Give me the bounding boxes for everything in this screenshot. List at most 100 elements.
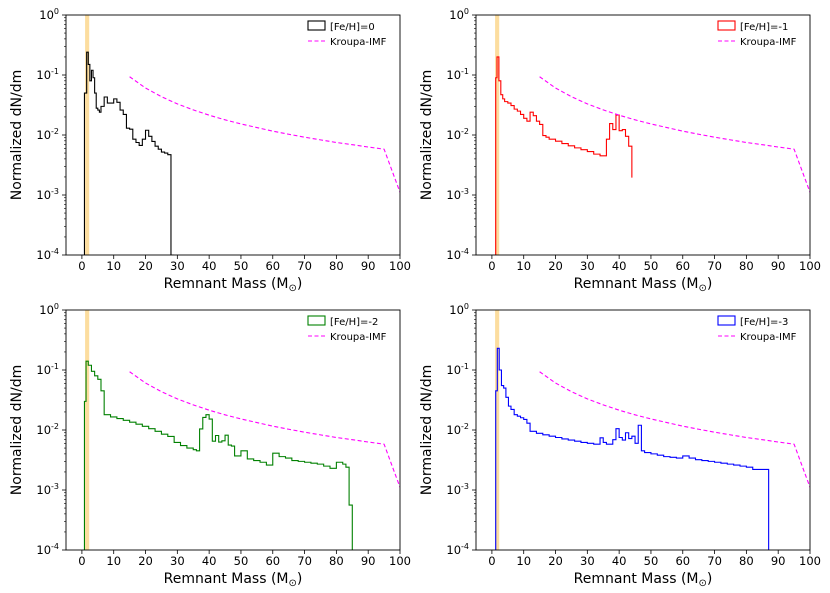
y-tick-label: 10-1: [36, 67, 59, 82]
y-tick-label: 100: [449, 302, 469, 317]
x-tick-label: 40: [612, 554, 627, 568]
x-axis-label: Remnant Mass (M⊙): [574, 276, 713, 294]
x-tick-label: 30: [170, 554, 185, 568]
histogram-series: [495, 347, 770, 550]
x-tick-label: 0: [78, 259, 85, 273]
y-tick-label: 10-4: [446, 542, 469, 557]
x-tick-label: 60: [265, 259, 280, 273]
plot-area: [83, 15, 400, 255]
x-tick-label: 60: [265, 554, 280, 568]
highlight-band: [85, 310, 90, 550]
y-tick-label: 10-4: [36, 247, 59, 262]
plot-area: [495, 15, 810, 255]
legend-label: [Fe/H]=-3: [740, 317, 788, 328]
x-tick-label: 50: [234, 259, 249, 273]
x-tick-label: 10: [106, 554, 121, 568]
highlight-band: [495, 15, 500, 255]
y-tick-label: 10-1: [36, 362, 59, 377]
y-tick-label: 10-4: [36, 542, 59, 557]
imf-series: [129, 76, 400, 193]
x-tick-label: 80: [329, 259, 344, 273]
x-tick-label: 0: [78, 554, 85, 568]
x-tick-label: 50: [644, 554, 659, 568]
x-tick-label: 70: [707, 554, 722, 568]
y-axis-label: Normalized dN/dm: [419, 70, 435, 200]
y-axis-label: Normalized dN/dm: [9, 365, 25, 495]
y-tick-label: 100: [449, 7, 469, 22]
highlight-band: [85, 15, 90, 255]
x-tick-label: 40: [202, 259, 217, 273]
legend: [Fe/H]=-3 Kroupa-IMF: [717, 315, 797, 343]
legend-label: [Fe/H]=0: [330, 22, 375, 33]
y-axis-label: Normalized dN/dm: [9, 70, 25, 200]
x-tick-label: 70: [707, 259, 722, 273]
x-axis-label: Remnant Mass (M⊙): [164, 276, 303, 294]
y-tick-label: 100: [39, 7, 59, 22]
x-tick-label: 0: [488, 554, 495, 568]
x-tick-label: 90: [361, 259, 376, 273]
y-tick-label: 10-1: [446, 362, 469, 377]
x-tick-label: 20: [548, 259, 563, 273]
plot-area: [495, 310, 810, 550]
x-tick-label: 50: [234, 554, 249, 568]
y-axis-label: Normalized dN/dm: [419, 365, 435, 495]
x-tick-label: 0: [488, 259, 495, 273]
axes-frame: [475, 309, 811, 551]
x-tick-label: 20: [138, 259, 153, 273]
legend: [Fe/H]=-2 Kroupa-IMF: [307, 315, 387, 343]
y-tick-label: 10-1: [446, 67, 469, 82]
y-tick-label: 10-3: [36, 187, 59, 202]
x-tick-label: 100: [389, 259, 411, 273]
plot-area: [83, 310, 400, 550]
x-tick-label: 20: [138, 554, 153, 568]
y-tick-label: 10-2: [36, 422, 59, 437]
legend-swatch: [717, 20, 736, 31]
panel-2: 0 10 20 30 40 50 60 70 80 90 100 10-4 10-3 10-2 10-1 10…: [419, 7, 821, 294]
y-tick-label: 10-2: [36, 127, 59, 142]
panel-4: 0 10 20 30 40 50 60 70 80 90 100 10-4 10-3 10-2 10-1 10…: [419, 302, 821, 589]
axes-frame: [65, 309, 401, 551]
x-tick-label: 100: [799, 259, 821, 273]
x-tick-label: 70: [297, 259, 312, 273]
x-tick-label: 100: [389, 554, 411, 568]
axes-frame: [475, 14, 811, 256]
axes-frame: [65, 14, 401, 256]
x-tick-label: 60: [675, 554, 690, 568]
legend: [Fe/H]=-1 Kroupa-IMF: [717, 20, 797, 48]
histogram-series: [83, 51, 174, 255]
panel-3: 0 10 20 30 40 50 60 70 80 90 100 10-4 10-3 10-2 10-1 10…: [9, 302, 411, 589]
x-tick-label: 60: [675, 259, 690, 273]
legend-swatch: [307, 20, 326, 31]
y-tick-label: 10-2: [446, 127, 469, 142]
x-tick-label: 90: [771, 554, 786, 568]
imf-series: [129, 371, 400, 488]
highlight-band: [495, 310, 500, 550]
x-tick-label: 30: [170, 259, 185, 273]
y-tick-label: 100: [39, 302, 59, 317]
histogram-series: [495, 56, 633, 255]
x-tick-label: 40: [202, 554, 217, 568]
x-tick-label: 10: [516, 259, 531, 273]
x-tick-label: 80: [739, 554, 754, 568]
y-tick-label: 10-3: [36, 482, 59, 497]
legend-swatch: [717, 315, 736, 326]
imf-series: [539, 76, 810, 193]
x-tick-label: 80: [739, 259, 754, 273]
x-tick-label: 90: [361, 554, 376, 568]
histogram-series: [83, 360, 353, 550]
y-tick-label: 10-3: [446, 187, 469, 202]
panel-1: 0 10 20 30 40 50 60 70 80 90 100 10-4 10-3 10-2 10-1 10…: [9, 7, 411, 294]
x-axis-label: Remnant Mass (M⊙): [164, 571, 303, 589]
legend-label: Kroupa-IMF: [740, 332, 797, 343]
x-tick-label: 100: [799, 554, 821, 568]
x-tick-label: 30: [580, 259, 595, 273]
x-axis-label: Remnant Mass (M⊙): [574, 571, 713, 589]
y-tick-label: 10-4: [446, 247, 469, 262]
x-tick-label: 30: [580, 554, 595, 568]
x-tick-label: 20: [548, 554, 563, 568]
legend-label: Kroupa-IMF: [330, 37, 387, 48]
legend-label: [Fe/H]=-1: [740, 22, 788, 33]
x-tick-label: 80: [329, 554, 344, 568]
legend-swatch: [307, 315, 326, 326]
